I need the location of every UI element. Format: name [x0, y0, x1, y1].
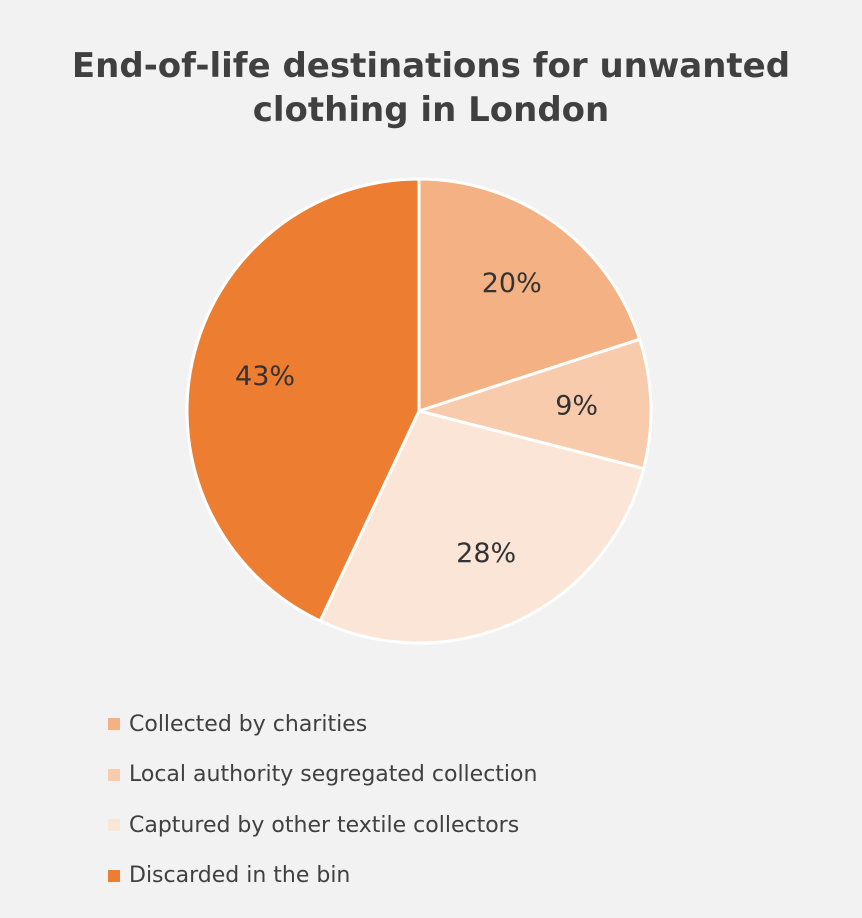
legend-swatch-2	[108, 768, 120, 781]
legend-swatch-4	[108, 869, 120, 882]
pie-data-label-3: 28%	[456, 538, 516, 569]
legend-label-1: Collected by charities	[129, 711, 368, 737]
legend-item-4: Discarded in the bin	[108, 851, 537, 902]
pie-slice-4	[185, 177, 421, 623]
pie-slice-3	[318, 409, 646, 645]
legend-label-3: Captured by other textile collectors	[129, 812, 520, 838]
pie-slice-2	[417, 337, 653, 471]
legend-swatch-3	[108, 819, 120, 832]
pie-slice-1	[417, 177, 642, 413]
pie-data-label-2: 9%	[555, 391, 598, 422]
legend-label-4: Discarded in the bin	[129, 863, 351, 889]
pie-slices	[185, 177, 653, 645]
legend-item-2: Local authority segregated collection	[108, 750, 537, 801]
legend-item-3: Captured by other textile collectors	[108, 800, 537, 851]
chart-title: End-of-life destinations for unwanted cl…	[71, 46, 791, 130]
pie-data-label-4: 43%	[235, 361, 295, 392]
chart-legend: Collected by charities Local authority se…	[108, 699, 537, 901]
pie-data-label-1: 20%	[482, 268, 542, 299]
legend-label-2: Local authority segregated collection	[129, 762, 538, 788]
legend-swatch-1	[108, 718, 120, 731]
legend-item-1: Collected by charities	[108, 699, 537, 750]
pie-data-labels: 20% 9% 28% 43%	[235, 268, 598, 569]
